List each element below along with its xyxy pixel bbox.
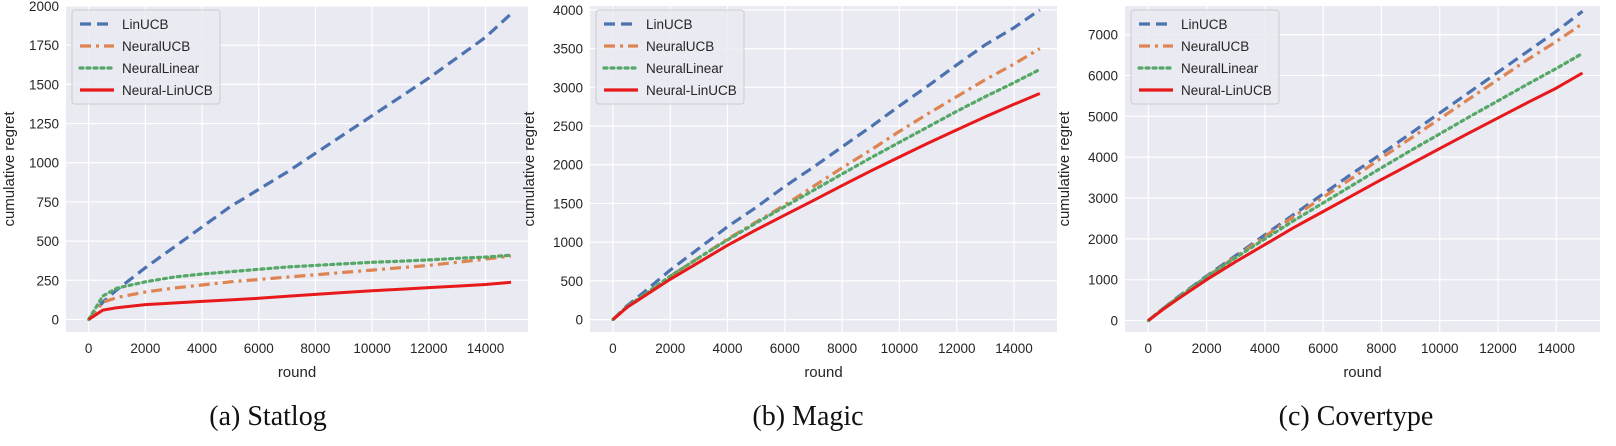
legend-label: Neural-LinUCB: [1181, 83, 1272, 98]
legend-label: NeuralUCB: [1181, 39, 1249, 54]
y-tick-label: 3500: [553, 42, 583, 57]
x-tick-label: 0: [85, 341, 93, 356]
x-tick-label: 0: [1145, 341, 1153, 356]
series-line-neurallinear: [87, 253, 513, 322]
y-tick-label: 1750: [29, 38, 59, 53]
series-line-linucb: [87, 12, 513, 321]
y-tick-label: 1000: [553, 235, 583, 250]
series-line-neurallinear: [1146, 51, 1585, 323]
legend-label: LinUCB: [1181, 17, 1228, 32]
y-tick-label: 0: [575, 313, 583, 328]
y-tick-label: 3000: [1088, 191, 1118, 206]
legend-label: NeuralLinear: [646, 61, 724, 76]
panel-caption: (a) Statlog: [209, 401, 326, 432]
x-tick-label: 4000: [1250, 341, 1280, 356]
legend: LinUCB NeuralUCB NeuralLinear Neural-LinUCB: [1130, 9, 1280, 105]
x-tick-label: 12000: [1479, 341, 1517, 356]
series-line-neural-linucb: [87, 280, 512, 321]
x-tick-label: 4000: [712, 341, 742, 356]
y-tick-label: 2000: [1088, 232, 1118, 247]
y-tick-label: 1000: [1088, 273, 1118, 288]
series-line-neurallinear: [611, 67, 1042, 322]
series-line-neural-linucb: [611, 92, 1041, 321]
x-tick-label: 10000: [1421, 341, 1459, 356]
x-tick-label: 8000: [827, 341, 857, 356]
y-tick-label: 2000: [553, 158, 583, 173]
y-tick-label: 250: [36, 273, 59, 288]
panel-caption: (c) Covertype: [1279, 401, 1434, 432]
chart-panel-statlog: 0 2000 4000 6000 8000 10000 12000 14000 0 250 500 7…: [1, 0, 528, 432]
legend: LinUCB NeuralUCB NeuralLinear Neural-LinUCB: [595, 9, 745, 105]
x-tick-label: 12000: [410, 341, 448, 356]
x-tick-label: 8000: [1366, 341, 1396, 356]
legend-label: NeuralUCB: [122, 39, 190, 54]
legend-label: NeuralLinear: [122, 61, 200, 76]
y-tick-label: 4000: [553, 3, 583, 18]
x-tick-label: 14000: [1538, 341, 1576, 356]
y-tick-label: 0: [51, 312, 59, 327]
y-tick-label: 5000: [1088, 109, 1118, 124]
y-tick-label: 0: [1110, 314, 1118, 329]
series-line-linucb: [1147, 10, 1584, 322]
chart-panel-magic: 0 2000 4000 6000 8000 10000 12000 14000 0 500 1000…: [521, 3, 1057, 432]
y-tick-label: 1500: [553, 196, 583, 211]
legend-label: Neural-LinUCB: [646, 83, 737, 98]
legend-label: LinUCB: [646, 17, 693, 32]
legend-frame: [71, 9, 221, 105]
legend-label: NeuralUCB: [646, 39, 714, 54]
x-tick-label: 8000: [300, 341, 330, 356]
x-tick-label: 10000: [881, 341, 919, 356]
x-tick-label: 14000: [467, 341, 505, 356]
x-tick-label: 14000: [995, 341, 1033, 356]
x-tick-label: 4000: [187, 341, 217, 356]
chart-panel-covertype: 0 2000 4000 6000 8000 10000 12000 14000 0 1000 200…: [1056, 6, 1600, 432]
legend-frame: [1130, 9, 1280, 105]
y-tick-label: 3000: [553, 80, 583, 95]
legend-label: NeuralLinear: [1181, 61, 1259, 76]
y-tick-label: 2000: [29, 0, 59, 14]
series-line-neuralucb: [87, 254, 512, 321]
x-tick-label: 12000: [938, 341, 976, 356]
y-tick-label: 7000: [1088, 28, 1118, 43]
panel-caption: (b) Magic: [752, 401, 863, 432]
y-tick-label: 6000: [1088, 68, 1118, 83]
x-tick-label: 2000: [1192, 341, 1222, 356]
y-axis-label: cumulative regret: [1, 111, 18, 227]
y-tick-label: 750: [36, 195, 59, 210]
x-axis-label: round: [278, 364, 316, 381]
x-axis-label: round: [1343, 364, 1381, 381]
x-tick-label: 2000: [655, 341, 685, 356]
legend-label: Neural-LinUCB: [122, 83, 213, 98]
y-tick-label: 4000: [1088, 150, 1118, 165]
x-tick-label: 6000: [244, 341, 274, 356]
y-tick-label: 500: [560, 274, 583, 289]
x-tick-label: 0: [609, 341, 617, 356]
x-tick-label: 10000: [353, 341, 391, 356]
y-axis-label: cumulative regret: [1056, 111, 1073, 227]
x-tick-label: 6000: [770, 341, 800, 356]
series-line-neuralucb: [611, 47, 1041, 321]
x-axis-label: round: [804, 364, 842, 381]
x-tick-label: 6000: [1308, 341, 1338, 356]
y-tick-label: 2500: [553, 119, 583, 134]
y-tick-label: 1000: [29, 156, 59, 171]
y-axis-label: cumulative regret: [521, 111, 538, 227]
y-tick-label: 1250: [29, 117, 59, 132]
series-line-neural-linucb: [1147, 71, 1584, 322]
series-line-neuralucb: [1147, 22, 1584, 322]
y-tick-label: 1500: [29, 77, 59, 92]
x-tick-label: 2000: [130, 341, 160, 356]
y-tick-label: 500: [36, 234, 59, 249]
legend-label: LinUCB: [122, 17, 169, 32]
legend: LinUCB NeuralUCB NeuralLinear Neural-LinUCB: [71, 9, 221, 105]
legend-frame: [595, 9, 745, 105]
